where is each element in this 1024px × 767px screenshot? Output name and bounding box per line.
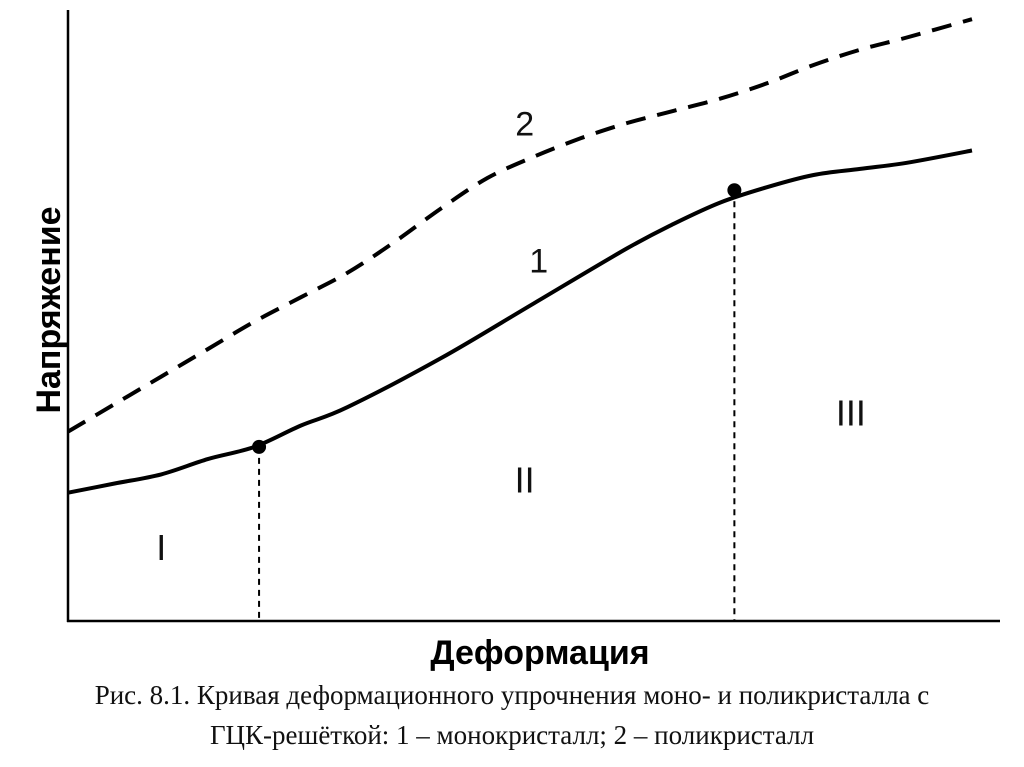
stage-region-label-i: I	[156, 527, 166, 568]
stage-transition-marker	[727, 183, 742, 198]
figure-caption-line-1: Рис. 8.1. Кривая деформационного упрочне…	[94, 680, 930, 710]
curve-label-2: 2	[515, 105, 534, 143]
x-axis-title: Деформация	[430, 634, 649, 672]
curve-labels: 12	[515, 105, 548, 280]
stage-boundaries	[258, 190, 736, 621]
series-2-curve	[66, 17, 973, 434]
stage-transition-marker	[252, 439, 267, 454]
series-layer	[66, 17, 973, 495]
figure-caption-line-2: ГЦК-решёткой: 1 – монокристалл; 2 – поли…	[209, 720, 815, 750]
curve-label-1: 1	[529, 243, 548, 281]
stage-region-label-iii: III	[836, 392, 866, 433]
stage-transition-markers	[252, 183, 742, 454]
y-axis-title: Напряжение	[30, 206, 68, 413]
stage-region-label-ii: II	[515, 460, 535, 501]
series-1-curve	[67, 148, 973, 495]
